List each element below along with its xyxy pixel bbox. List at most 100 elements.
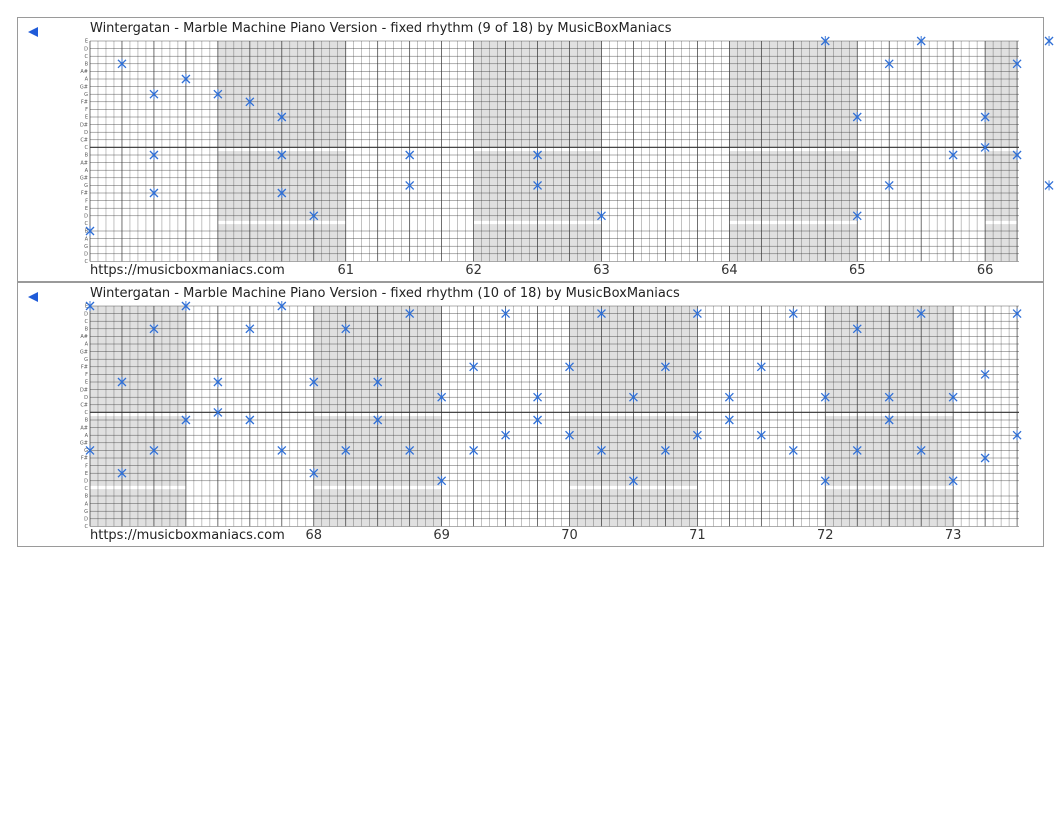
note-mark-icon xyxy=(980,453,990,463)
pitch-label: A# xyxy=(80,334,88,340)
pitch-label: A# xyxy=(80,160,88,166)
pitch-label: G xyxy=(84,448,88,454)
note-mark-icon xyxy=(149,323,159,334)
note-mark-icon xyxy=(405,150,415,160)
pitch-label: A# xyxy=(80,69,88,75)
pitch-label: F xyxy=(85,107,88,113)
pitch-label: G xyxy=(84,509,88,515)
note-mark-icon xyxy=(405,308,415,319)
note-mark-icon xyxy=(277,150,287,160)
staff-gap xyxy=(90,412,1019,417)
pitch-label: C# xyxy=(80,138,88,144)
pitch-label: A xyxy=(85,433,89,439)
measure-number: 65 xyxy=(848,263,866,278)
measure-number: 64 xyxy=(721,263,738,278)
note-mark-icon xyxy=(629,475,638,486)
pitch-label: G# xyxy=(80,441,88,447)
pitch-label: G# xyxy=(80,176,88,182)
note-mark-icon xyxy=(533,180,543,191)
site-url[interactable]: https://musicboxmaniacs.com xyxy=(90,528,285,543)
note-mark-icon xyxy=(341,323,351,334)
pitch-label: G xyxy=(84,183,88,189)
pitch-label: C xyxy=(85,319,89,325)
pitch-label: C xyxy=(85,54,89,60)
note-mark-icon xyxy=(181,415,191,425)
pitch-label: B xyxy=(85,229,89,235)
pitch-label: B xyxy=(85,327,89,333)
pitch-label: C xyxy=(85,486,89,492)
note-mark-icon xyxy=(85,301,95,311)
note-mark-icon xyxy=(405,180,415,191)
note-mark-icon xyxy=(948,150,958,160)
note-mark-icon xyxy=(852,323,862,334)
note-mark-icon xyxy=(533,415,543,425)
note-mark-icon xyxy=(213,407,223,418)
staff-gap xyxy=(90,147,1019,152)
note-mark-icon xyxy=(277,112,287,122)
note-mark-icon xyxy=(1012,430,1022,441)
note-mark-icon xyxy=(149,89,159,100)
note-mark-icon xyxy=(309,210,319,221)
measure-number: 62 xyxy=(465,263,482,278)
pitch-label: F xyxy=(85,198,88,204)
pitch-label: A# xyxy=(80,425,88,431)
pitch-label: D xyxy=(84,311,88,317)
note-mark-icon xyxy=(469,445,479,456)
note-mark-icon xyxy=(373,377,383,387)
note-mark-icon xyxy=(277,301,287,311)
note-mark-icon xyxy=(948,475,958,486)
note-mark-icon xyxy=(597,210,606,221)
score-row-9: Wintergatan - Marble Machine Piano Versi… xyxy=(17,17,1054,282)
note-mark-icon xyxy=(501,430,511,441)
pitch-label: E xyxy=(85,471,88,477)
pitch-label: F# xyxy=(81,456,88,462)
pitch-label: C xyxy=(85,410,89,416)
pitch-label: E xyxy=(85,380,88,386)
note-mark-icon xyxy=(213,377,223,387)
note-mark-icon xyxy=(1044,36,1054,46)
pitch-label: G xyxy=(84,92,88,98)
note-mark-icon xyxy=(852,445,862,456)
note-mark-icon xyxy=(149,188,159,198)
pitch-label: F# xyxy=(81,191,88,197)
back-arrow-icon[interactable] xyxy=(26,25,40,39)
measure-number: 73 xyxy=(944,528,962,543)
pitch-label: E xyxy=(85,206,88,212)
note-mark-icon xyxy=(597,445,606,456)
note-mark-icon xyxy=(788,445,798,456)
pitch-label: D# xyxy=(80,387,88,393)
pitch-label: E xyxy=(85,304,88,310)
note-mark-icon xyxy=(1012,308,1022,319)
note-mark-icon xyxy=(85,226,95,236)
row-title: Wintergatan - Marble Machine Piano Versi… xyxy=(90,286,680,301)
staff-gap xyxy=(90,220,1019,225)
note-mark-icon xyxy=(309,468,319,479)
row-title: Wintergatan - Marble Machine Piano Versi… xyxy=(90,21,672,36)
pitch-label: D xyxy=(84,214,88,220)
site-url[interactable]: https://musicboxmaniacs.com xyxy=(90,263,285,278)
pitch-label: B xyxy=(85,153,89,159)
pitch-label: A xyxy=(85,236,89,242)
note-mark-icon xyxy=(980,369,990,380)
note-mark-icon xyxy=(85,445,95,456)
measure-number: 61 xyxy=(337,263,355,278)
note-mark-icon xyxy=(660,361,670,372)
pitch-label: B xyxy=(85,494,89,500)
measure-number: 71 xyxy=(689,528,706,543)
note-mark-icon xyxy=(820,36,830,46)
note-mark-icon xyxy=(565,430,574,441)
pitch-label: G xyxy=(84,244,88,250)
note-mark-icon xyxy=(948,392,958,403)
back-arrow-icon[interactable] xyxy=(26,290,40,304)
note-mark-icon xyxy=(437,475,447,486)
note-mark-icon xyxy=(533,150,543,160)
note-mark-icon xyxy=(149,150,159,160)
note-mark-icon xyxy=(884,415,894,425)
note-mark-icon xyxy=(980,142,990,153)
pitch-label: G# xyxy=(80,84,88,90)
note-mark-icon xyxy=(213,89,223,100)
note-mark-icon xyxy=(724,415,734,425)
note-mark-icon xyxy=(629,392,638,403)
